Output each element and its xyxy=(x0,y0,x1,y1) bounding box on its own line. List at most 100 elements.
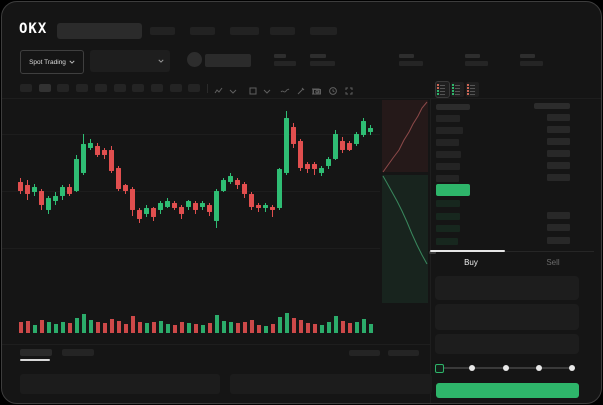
pair-dropdown[interactable] xyxy=(90,50,170,72)
tab-buy[interactable]: Buy xyxy=(464,257,478,267)
icon-row xyxy=(467,90,478,92)
bottom-filter-1[interactable] xyxy=(349,350,380,356)
candle-body xyxy=(200,203,205,207)
volume-bar xyxy=(235,323,240,333)
nav-item-3[interactable] xyxy=(230,27,259,35)
timeframe-button-1[interactable] xyxy=(20,84,32,92)
tab-sell[interactable]: Sell xyxy=(546,257,560,267)
okx-logo[interactable]: OKX xyxy=(19,21,48,37)
candle-body xyxy=(305,163,310,170)
volume-bar xyxy=(144,323,149,333)
fullscreen-icon[interactable] xyxy=(344,83,354,95)
bid-row-3[interactable] xyxy=(432,224,578,233)
layout-dropdown-icon[interactable] xyxy=(248,83,258,95)
ask-row-5[interactable] xyxy=(432,162,578,171)
draw-tool-icon[interactable] xyxy=(296,83,306,95)
ask-row-6[interactable] xyxy=(432,174,578,183)
indicator-dropdown-icon[interactable] xyxy=(214,83,224,94)
slider-stop-1[interactable] xyxy=(469,365,476,371)
bid-row-4[interactable] xyxy=(432,237,578,246)
timeframe-button-9[interactable] xyxy=(169,84,182,92)
ask-amount-placeholder xyxy=(547,138,570,145)
nav-item-5[interactable] xyxy=(310,27,337,35)
ask-row-2[interactable] xyxy=(432,126,578,135)
timeframe-button-2[interactable] xyxy=(38,84,51,92)
total-input[interactable] xyxy=(435,334,579,354)
volume-bar xyxy=(130,316,135,333)
volume-bar xyxy=(39,319,44,333)
positions-panel-placeholder xyxy=(230,374,432,394)
slider-stop-4[interactable] xyxy=(569,365,575,371)
volume-bar xyxy=(200,324,205,333)
search-input[interactable] xyxy=(57,23,142,39)
volume-bar xyxy=(193,324,198,333)
bottom-tab-orders[interactable] xyxy=(20,349,52,356)
timeframe-button-8[interactable] xyxy=(150,84,163,92)
history-clock-icon[interactable] xyxy=(328,83,338,95)
slider-handle[interactable] xyxy=(435,364,444,373)
bid-row-2[interactable] xyxy=(432,211,578,221)
timeframe-button-7[interactable] xyxy=(132,84,145,92)
bid-row-1[interactable] xyxy=(432,199,578,208)
icon-row xyxy=(452,93,463,95)
timeframe-button-6[interactable] xyxy=(113,84,126,92)
nav-item-1[interactable] xyxy=(150,27,175,35)
nav-item-2[interactable] xyxy=(190,27,215,35)
candle-body xyxy=(67,187,72,195)
scrollbar-thumb[interactable] xyxy=(429,251,436,254)
candle-body xyxy=(256,204,261,209)
candle-body xyxy=(39,190,44,205)
market-type-dropdown[interactable]: Spot Trading xyxy=(20,50,84,74)
last-price-badge[interactable] xyxy=(436,184,470,196)
bid-amount-placeholder xyxy=(547,224,570,232)
candle-body xyxy=(88,142,93,148)
book-bids-icon[interactable] xyxy=(451,82,464,97)
volume-bar xyxy=(116,320,121,333)
ask-row-4[interactable] xyxy=(432,150,578,159)
gridline-2 xyxy=(2,191,380,192)
buy-submit-button[interactable] xyxy=(436,383,579,398)
book-asks-icon[interactable] xyxy=(466,82,479,97)
chevron-down-icon[interactable] xyxy=(228,83,238,94)
candle-body xyxy=(361,121,366,136)
slider-stop-3[interactable] xyxy=(535,365,542,371)
price-input[interactable] xyxy=(435,276,579,300)
timeframe-button-3[interactable] xyxy=(57,84,70,92)
candle-body xyxy=(151,208,156,218)
timeframe-button-4[interactable] xyxy=(76,84,89,92)
stat-label-5 xyxy=(520,54,535,58)
volume-bar xyxy=(179,321,184,333)
candlestick-chart[interactable] xyxy=(2,99,380,344)
ask-amount-placeholder xyxy=(547,114,570,121)
book-combined-icon[interactable] xyxy=(435,81,450,98)
candle-body xyxy=(158,203,163,211)
slider-stop-2[interactable] xyxy=(502,365,509,371)
volume-bar xyxy=(102,323,107,333)
timeframe-button-5[interactable] xyxy=(94,84,107,92)
candle-body xyxy=(95,146,100,156)
icon-row xyxy=(437,84,448,86)
volume-bar xyxy=(207,323,212,333)
pair-name-placeholder xyxy=(205,54,251,67)
timeframe-button-10[interactable] xyxy=(188,84,201,92)
candle-body xyxy=(242,183,247,195)
camera-icon[interactable] xyxy=(311,83,322,95)
nav-item-4[interactable] xyxy=(270,27,295,35)
market-type-label: Spot Trading xyxy=(29,58,66,66)
candle-body xyxy=(277,169,282,209)
ask-row-1[interactable] xyxy=(432,114,578,123)
coin-avatar xyxy=(187,52,202,67)
bottom-filter-2[interactable] xyxy=(388,350,419,356)
divider xyxy=(2,344,430,345)
bottom-tab-history[interactable] xyxy=(62,349,94,356)
volume-bar xyxy=(326,322,331,333)
line-tool-icon[interactable] xyxy=(280,83,290,93)
amount-input[interactable] xyxy=(435,304,579,330)
ask-row-3[interactable] xyxy=(432,138,578,147)
active-bottom-tab-indicator xyxy=(20,359,50,361)
candle-body xyxy=(340,140,345,150)
candle-body xyxy=(193,203,198,211)
volume-bar xyxy=(256,324,261,333)
chevron-down-icon[interactable] xyxy=(262,83,272,94)
